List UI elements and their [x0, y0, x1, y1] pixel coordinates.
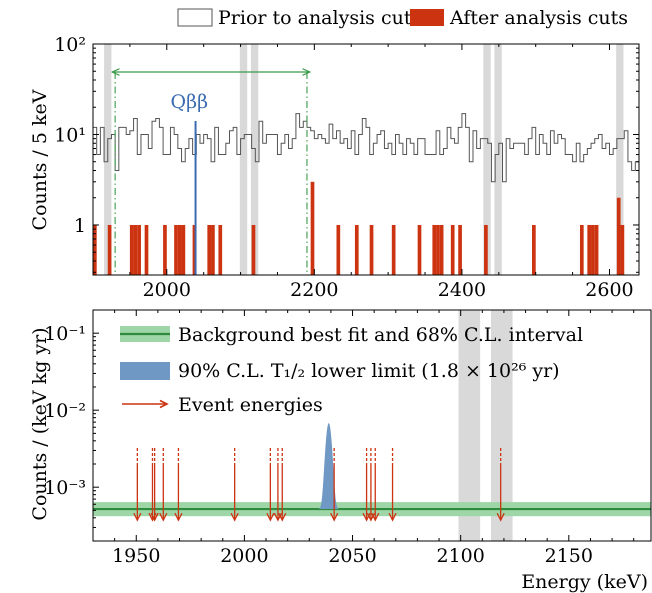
event-arrow-head	[266, 512, 275, 522]
bottom-legend: Background best fit and 68% C.L. interva…	[120, 324, 583, 416]
after-bin	[587, 224, 592, 275]
signal-limit-peak	[318, 423, 340, 510]
after-bin	[484, 224, 488, 275]
event-energy-arrows	[133, 448, 505, 522]
legend-label-prior: Prior to analysis cuts	[218, 7, 421, 29]
top-legend: Prior to analysis cuts After analysis cu…	[177, 7, 628, 29]
veto-band	[250, 44, 259, 275]
after-bin	[458, 224, 462, 275]
after-bin	[218, 224, 223, 275]
after-bin	[450, 224, 455, 275]
after-bin	[432, 224, 437, 275]
after-bin	[336, 224, 341, 275]
after-histogram	[93, 181, 625, 275]
veto-band	[616, 44, 624, 275]
legend-label-signal-limit: 90% C.L. T₁/₂ lower limit (1.8 × 10²⁶ yr…	[178, 360, 560, 382]
bottom-y-axis-label: Counts / (keV kg yr)	[29, 327, 51, 520]
event-arrow-head	[174, 512, 183, 522]
signal-limit-peak-shape	[318, 423, 340, 510]
x-tick-label: 2200	[290, 279, 338, 301]
after-bin	[439, 224, 444, 275]
event-arrow-head	[388, 512, 397, 522]
legend-label-background: Background best fit and 68% C.L. interva…	[178, 324, 583, 346]
veto-band	[239, 44, 248, 275]
legend-label-events: Event energies	[178, 394, 323, 416]
after-bin	[211, 224, 215, 275]
after-bin	[93, 224, 97, 275]
x-tick-label: 2600	[585, 279, 633, 301]
legend-swatch-after	[410, 9, 444, 26]
after-bin	[129, 224, 134, 275]
veto-band	[490, 310, 513, 541]
y-tick-label: 10⁻¹	[44, 323, 86, 345]
y-tick-label: 10²	[54, 34, 86, 56]
bottom-plot-frame	[92, 309, 652, 542]
after-bin	[369, 224, 374, 275]
after-bin	[591, 224, 595, 275]
after-bin	[391, 224, 396, 275]
event-arrow-head	[230, 512, 239, 522]
top-plot-frame	[92, 43, 640, 276]
veto-band	[494, 44, 502, 275]
bottom-x-axis-label: Energy (keV)	[521, 571, 648, 593]
event-arrow-head	[371, 512, 380, 522]
qbb-marker: Qββ	[171, 91, 209, 275]
after-bin	[174, 224, 178, 275]
qbb-label: Qββ	[171, 91, 209, 113]
bottom-veto-bands	[458, 310, 513, 541]
x-tick-label: 2000	[143, 279, 191, 301]
bottom-panel: 1950 2000 2050 2100 2150 10⁻¹ 10⁻² 10⁻³ Counts …	[29, 309, 652, 593]
event-arrow-head	[496, 512, 505, 522]
after-bin	[310, 181, 315, 275]
y-tick-label: 10¹	[54, 124, 86, 146]
event-arrow-head	[159, 512, 168, 522]
after-bin	[207, 224, 212, 275]
after-bin	[177, 224, 182, 275]
after-bin	[354, 224, 359, 275]
event-arrow-head	[150, 512, 159, 522]
prior-histogram-line	[93, 113, 639, 275]
background-fit	[93, 502, 651, 517]
after-bin	[417, 224, 422, 275]
after-bin	[616, 197, 621, 275]
after-bin	[532, 224, 536, 275]
after-bin	[133, 224, 138, 275]
after-bin	[251, 224, 256, 275]
x-tick-label: 2100	[436, 545, 484, 567]
after-bin	[107, 224, 112, 275]
bottom-axis-ticks: 1950 2000 2050 2100 2150 10⁻¹ 10⁻² 10⁻³	[44, 309, 635, 567]
top-y-axis-label: Counts / 5 keV	[29, 89, 51, 230]
roi-window-marker	[112, 72, 310, 275]
after-bin	[579, 224, 584, 275]
x-tick-label: 2000	[220, 545, 268, 567]
prior-histogram	[93, 113, 639, 275]
event-arrow-head	[133, 512, 142, 522]
after-bin	[163, 224, 167, 275]
legend-event-arrow-head	[159, 399, 169, 409]
y-tick-label: 10⁻²	[44, 400, 86, 422]
after-bin	[181, 224, 186, 275]
after-bin	[620, 224, 625, 275]
after-bin	[137, 224, 141, 275]
y-tick-label: 1	[74, 215, 86, 237]
after-bin	[192, 224, 197, 275]
veto-band	[483, 44, 491, 275]
top-axis-ticks: 2000 2200 2400 2600 1 10¹ 10²	[54, 34, 639, 301]
legend-swatch-prior	[177, 8, 213, 27]
legend-label-after: After analysis cuts	[449, 7, 628, 29]
after-bin	[436, 224, 440, 275]
after-bin	[594, 224, 599, 275]
event-arrow-head	[278, 512, 287, 522]
legend-swatch-signal-limit	[120, 362, 170, 380]
x-tick-label: 2050	[328, 545, 376, 567]
x-tick-label: 1950	[112, 545, 160, 567]
x-tick-label: 2150	[545, 545, 593, 567]
y-tick-label: 10⁻³	[44, 477, 86, 499]
x-tick-label: 2400	[438, 279, 486, 301]
top-panel: Qββ 2000 2200 2400 2600 1 10¹ 10² Counts / 5 k…	[29, 34, 640, 301]
after-bin	[144, 224, 149, 275]
veto-band	[458, 310, 481, 541]
event-arrow-head	[330, 512, 339, 522]
